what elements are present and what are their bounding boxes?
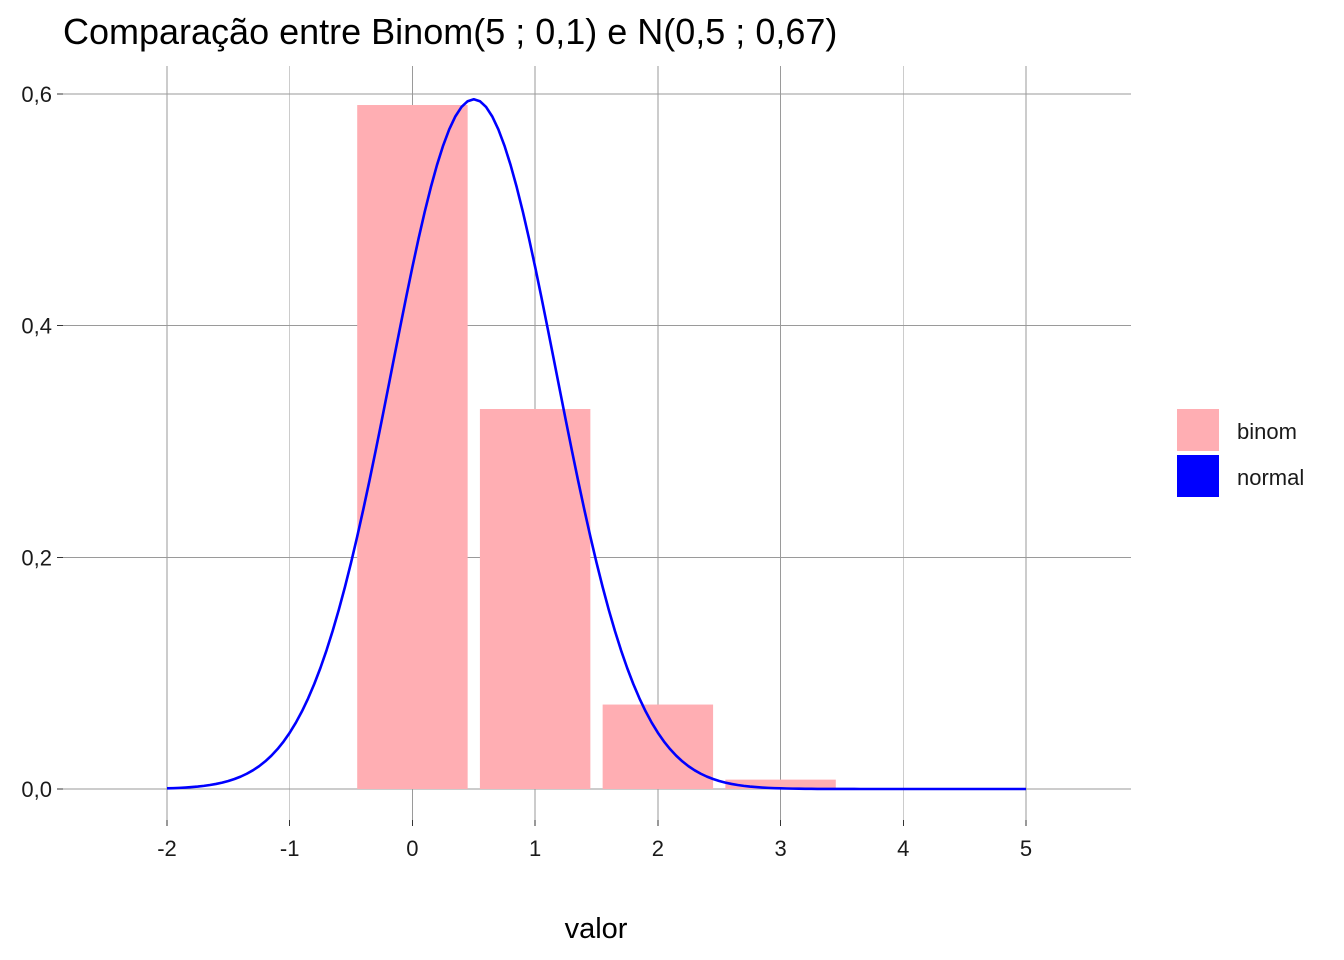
y-tick-label: 0,2 xyxy=(21,545,52,570)
normal-curve-line xyxy=(166,97,1026,791)
y-tick-label: 0,4 xyxy=(21,314,52,339)
axes: -2 -1 0 1 2 3 4 5 0,0 0,2 0,4 0,6 xyxy=(21,82,1032,861)
x-axis-title: valor xyxy=(565,913,628,945)
legend-key-normal xyxy=(1177,455,1219,497)
x-tick-label: -2 xyxy=(157,836,177,861)
x-tick-label: 5 xyxy=(1020,836,1032,861)
x-tick-label: 3 xyxy=(774,836,786,861)
normal-curve xyxy=(166,97,1026,791)
gridlines xyxy=(63,66,1131,820)
y-tick-label: 0,6 xyxy=(21,82,52,107)
legend: binom normal xyxy=(1177,409,1304,497)
binom-bars xyxy=(357,105,1082,789)
x-tick-label: 0 xyxy=(406,836,418,861)
binom-bar xyxy=(479,409,591,789)
binom-bar xyxy=(357,105,468,789)
legend-key-binom xyxy=(1177,409,1219,451)
binom-bar xyxy=(602,704,714,789)
y-tick-label: 0,0 xyxy=(21,777,52,802)
legend-label-binom: binom xyxy=(1237,419,1297,444)
x-tick-label: -1 xyxy=(280,836,300,861)
x-tick-label: 1 xyxy=(529,836,541,861)
chart-title: Comparação entre Binom(5 ; 0,1) e N(0,5 … xyxy=(63,11,837,52)
x-tick-label: 2 xyxy=(652,836,664,861)
binom-bar xyxy=(725,779,836,789)
legend-label-normal: normal xyxy=(1237,465,1304,490)
x-tick-label: 4 xyxy=(897,836,909,861)
